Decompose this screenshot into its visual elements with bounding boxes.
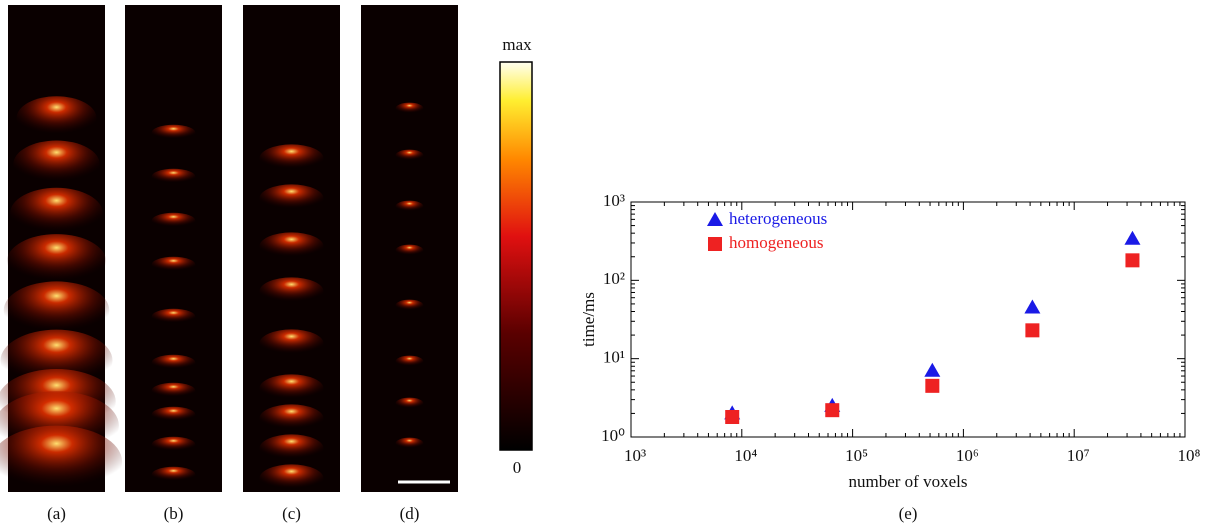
signal-arc — [395, 149, 424, 162]
chart: 10³ 10⁴ 10⁵ 10⁶ 10⁷ 10⁸ 10⁰ 10¹ 10² 10³ number of … — [579, 191, 1201, 523]
signal-arc — [259, 374, 324, 403]
signal-arc — [151, 168, 196, 185]
panel-label: (b) — [164, 504, 184, 523]
point — [1024, 299, 1041, 314]
signal-arc — [259, 464, 324, 493]
signal-arc — [151, 256, 196, 273]
x-tick-label: 10⁵ — [845, 446, 868, 465]
signal-arc — [151, 354, 196, 371]
signal-arc — [151, 466, 196, 483]
colorbar-max: max — [502, 35, 532, 54]
signal-arc — [259, 404, 324, 433]
point — [825, 403, 840, 418]
point — [725, 410, 740, 425]
panel-label: (d) — [400, 504, 420, 523]
signal-arc — [259, 232, 324, 261]
colorbar — [499, 61, 533, 451]
x-axis-label: number of voxels — [849, 472, 968, 491]
point — [1124, 230, 1141, 245]
signal-arc — [395, 200, 424, 213]
panel-label: (a) — [47, 504, 66, 523]
legend-label: homogeneous — [729, 233, 823, 252]
legend-label: heterogeneous — [729, 209, 827, 228]
legend-marker — [708, 237, 722, 251]
signal-arc — [259, 329, 324, 358]
signal-arc — [259, 277, 324, 306]
signal-arc — [395, 102, 424, 115]
signal-arc — [259, 434, 324, 463]
x-tick-label: 10⁸ — [1178, 446, 1201, 465]
signal-arc — [151, 382, 196, 399]
point — [1125, 253, 1140, 268]
signal-arc — [259, 144, 324, 173]
signal-arc — [13, 140, 100, 189]
signal-arc — [0, 425, 123, 498]
signal-arc — [151, 212, 196, 229]
signal-arc — [16, 96, 97, 141]
image-panels — [0, 5, 458, 498]
signal-arc — [395, 299, 424, 312]
signal-arc — [151, 308, 196, 325]
signal-arc — [259, 184, 324, 213]
panel-label: (e) — [899, 504, 918, 523]
y-tick-label: 10⁰ — [601, 426, 625, 445]
y-axis-label: time/ms — [579, 292, 598, 347]
x-tick-label: 10³ — [624, 446, 646, 465]
x-tick-label: 10⁴ — [734, 446, 757, 465]
point — [1025, 323, 1040, 338]
signal-arc — [395, 355, 424, 368]
signal-arc — [151, 406, 196, 423]
signal-arc — [395, 437, 424, 450]
signal-arc — [10, 187, 103, 239]
legend-marker — [707, 212, 723, 226]
signal-arc — [151, 124, 196, 141]
signal-arc — [395, 397, 424, 410]
signal-arc — [3, 281, 110, 340]
x-tick-label: 10⁶ — [956, 446, 979, 465]
signal-arc — [151, 436, 196, 453]
y-tick-label: 10³ — [603, 191, 625, 210]
y-tick-label: 10¹ — [603, 348, 625, 367]
panel-label: (c) — [282, 504, 301, 523]
point — [925, 378, 940, 393]
plot-frame — [630, 201, 1186, 438]
x-tick-label: 10⁷ — [1067, 446, 1090, 465]
signal-arc — [395, 244, 424, 257]
point — [924, 362, 941, 377]
y-tick-label: 10² — [603, 269, 625, 288]
colorbar-min: 0 — [513, 458, 522, 477]
signal-arc — [6, 234, 107, 289]
